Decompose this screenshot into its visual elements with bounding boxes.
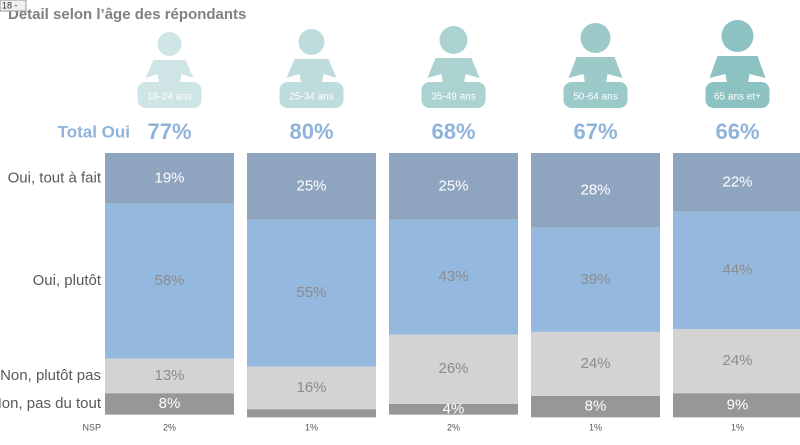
nsp-value: 1%	[305, 422, 318, 432]
bar-segment	[531, 227, 660, 332]
bar-segment	[247, 366, 376, 410]
icon-body	[427, 58, 480, 86]
value-label: 25%	[438, 177, 468, 194]
icon-body	[145, 60, 194, 86]
value-label: 4%	[443, 400, 465, 417]
age-banner	[279, 82, 344, 108]
bar-segment	[531, 153, 660, 228]
icon-head	[580, 23, 611, 53]
total-value: 77%	[147, 119, 191, 144]
nsp-value: 2%	[447, 422, 460, 432]
age-banner	[705, 82, 770, 108]
value-label: 28%	[580, 181, 610, 198]
age-label: 18-24 ans	[147, 92, 191, 103]
tag: 18 -	[2, 0, 18, 10]
bar-segment	[531, 395, 660, 418]
legend-label: Non, pas du tout	[0, 395, 102, 412]
nsp-value: 2%	[163, 422, 176, 432]
value-label: 8%	[585, 398, 607, 415]
bar-segment	[673, 393, 800, 418]
chart-title: Détail selon l’âge des répondants	[8, 6, 246, 23]
total-value: 67%	[573, 119, 617, 144]
nsp-value: 1%	[589, 422, 602, 432]
bar-segment	[105, 203, 234, 359]
total-label: Total Oui	[58, 122, 130, 141]
icon-body	[709, 56, 766, 86]
nsp-label: NSP	[82, 422, 101, 432]
value-label: 25%	[296, 177, 326, 194]
value-label: 39%	[580, 271, 610, 288]
nsp-value: 1%	[731, 422, 744, 432]
bar-segment	[673, 329, 800, 394]
age-label: 50-64 ans	[573, 92, 617, 103]
icon-head	[298, 29, 325, 55]
icon-head	[721, 20, 754, 52]
value-label: 58%	[154, 272, 184, 289]
tag-box	[0, 0, 27, 12]
icon-head	[439, 26, 468, 54]
bar-segment	[247, 219, 376, 367]
total-value: 80%	[289, 119, 333, 144]
value-label: 24%	[580, 355, 610, 372]
value-label: 13%	[154, 367, 184, 384]
age-banner	[421, 82, 486, 108]
bar-segment	[247, 153, 376, 220]
bar-segment	[105, 393, 234, 415]
icon-head	[157, 32, 182, 56]
value-label: 24%	[722, 352, 752, 369]
age-banner	[137, 82, 202, 108]
icon-body	[286, 59, 337, 86]
bar-segment	[531, 331, 660, 396]
value-label: 16%	[296, 379, 326, 396]
age-banner	[563, 82, 628, 108]
bar-segment	[389, 153, 518, 220]
bar-segment	[389, 334, 518, 404]
legend-label: Oui, plutôt	[33, 272, 102, 289]
value-label: 43%	[438, 268, 468, 285]
value-label: 26%	[438, 360, 468, 377]
value-label: 19%	[154, 169, 184, 186]
bar-segment	[389, 219, 518, 335]
legend-label: Oui, tout à fait	[8, 169, 102, 186]
age-label: 35-49 ans	[431, 92, 475, 103]
total-value: 68%	[431, 119, 475, 144]
total-value: 66%	[715, 119, 759, 144]
age-label: 65 ans et+	[714, 92, 761, 103]
bar-segment	[673, 211, 800, 330]
bar-segment	[389, 403, 518, 415]
bar-segment	[673, 153, 800, 212]
icon-body	[568, 57, 623, 86]
value-label: 44%	[722, 261, 752, 278]
bar-segment	[105, 153, 234, 204]
value-label: 55%	[296, 284, 326, 301]
value-label: 22%	[722, 173, 752, 190]
bar-segment	[105, 358, 234, 394]
value-label: 8%	[159, 395, 181, 412]
age-label: 25-34 ans	[289, 92, 333, 103]
legend-label: Non, plutôt pas	[0, 367, 101, 384]
bar-segment	[247, 409, 376, 418]
value-label: 9%	[727, 396, 749, 413]
